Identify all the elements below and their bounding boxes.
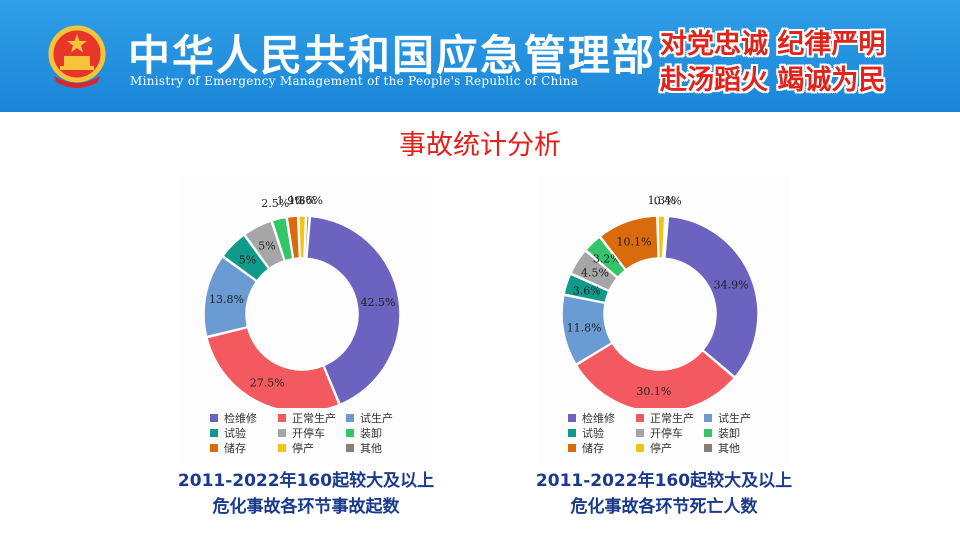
chart-caption-deaths: 2011-2022年160起较大及以上 危化事故各环节死亡人数 <box>484 468 844 520</box>
legend-swatch <box>568 429 576 437</box>
legend-label: 其他 <box>718 442 740 455</box>
data-label-3: 13.8% <box>209 293 244 306</box>
data-label-1: 34.9% <box>714 278 749 291</box>
legend-entry-3: 试生产 <box>346 410 393 426</box>
data-label-6: 3.2% <box>593 252 621 265</box>
legend-swatch <box>278 444 286 452</box>
legend-label: 试生产 <box>718 412 751 425</box>
legend-entry-4: 试验 <box>210 425 246 441</box>
data-label-1: 42.5% <box>361 296 396 309</box>
donut-chart-deaths: 34.9% 30.1% 11.8% 3.6% 4.5% 3.2% 10.1% 1.3% 0.4%… <box>538 176 790 466</box>
legend-swatch <box>346 429 354 437</box>
donut-slice-9 <box>662 215 669 259</box>
legend-label: 停产 <box>292 442 314 455</box>
donut-slice-9 <box>303 215 311 259</box>
donut-slice-7 <box>599 215 659 271</box>
legend-label: 正常生产 <box>650 412 694 425</box>
legend-label: 其他 <box>360 442 382 455</box>
legend-entry-7: 储存 <box>210 440 246 456</box>
legend-entry-4: 试验 <box>568 425 604 441</box>
chart-caption-incidents: 2011-2022年160起较大及以上 危化事故各环节事故起数 <box>126 468 486 520</box>
legend-label: 停产 <box>650 442 672 455</box>
donut-chart-svg-deaths: 34.9% 30.1% 11.8% 3.6% 4.5% 3.2% 10.1% 1.3%0.4% <box>561 194 759 408</box>
caption-line-1: 2011-2022年160起较大及以上 <box>177 471 435 491</box>
donut-slice-2 <box>575 342 736 408</box>
legend-label: 装卸 <box>718 427 740 440</box>
legend-swatch <box>210 444 218 452</box>
slogan-line-2: 赴汤蹈火 竭诚为民 <box>660 65 886 96</box>
legend-label: 开停车 <box>292 427 325 440</box>
legend-label: 储存 <box>582 442 604 455</box>
data-label-9: 0.6% <box>295 194 323 207</box>
data-label-6: 2.5% <box>261 197 289 210</box>
legend-swatch <box>210 429 218 437</box>
data-label-9: 0.4% <box>654 194 682 207</box>
data-label-8: 1.3% <box>648 194 676 207</box>
legend-entry-9: 其他 <box>346 440 382 456</box>
donut-slice-3 <box>561 294 613 366</box>
donut-slice-3 <box>203 255 258 338</box>
org-name-en: Ministry of Emergency Management of the … <box>130 74 579 88</box>
legend-swatch <box>210 414 218 422</box>
legend-swatch <box>704 429 712 437</box>
page-title: 事故统计分析 <box>399 130 561 161</box>
donut-chart-svg-incidents: 42.5% 27.5% 13.8% 5%5% 2.5%1.9%1.3%0.6% <box>203 194 401 408</box>
data-label-2: 30.1% <box>636 385 671 398</box>
legend-swatch <box>704 414 712 422</box>
data-label-5: 4.5% <box>581 267 609 280</box>
legend-entry-5: 开停车 <box>278 425 325 441</box>
legend-swatch <box>704 444 712 452</box>
legend-label: 开停车 <box>650 427 683 440</box>
data-label-4: 3.6% <box>573 284 601 297</box>
legend-entry-3: 试生产 <box>704 410 751 426</box>
legend-swatch <box>278 429 286 437</box>
donut-slice-1 <box>305 215 401 406</box>
org-name-cn: 中华人民共和国应急管理部 <box>128 31 657 80</box>
donut-slice-1 <box>663 215 759 379</box>
legend-entry-9: 其他 <box>704 440 740 456</box>
legend-swatch <box>636 414 644 422</box>
legend-entry-6: 装卸 <box>704 425 740 441</box>
legend-label: 试生产 <box>360 412 393 425</box>
legend-entry-2: 正常生产 <box>278 410 336 426</box>
caption-line-2: 危化事故各环节死亡人数 <box>570 497 758 517</box>
legend-swatch <box>636 444 644 452</box>
legend-entry-1: 检维修 <box>568 410 615 426</box>
slogan-line-1: 对党忠诚 纪律严明 <box>660 29 886 60</box>
legend-swatch <box>568 414 576 422</box>
legend-swatch <box>346 414 354 422</box>
national-emblem-icon <box>48 25 106 88</box>
legend-swatch <box>568 444 576 452</box>
legend-swatch <box>636 429 644 437</box>
donut-slice-2 <box>206 326 341 408</box>
legend-entry-5: 开停车 <box>636 425 683 441</box>
data-label-7: 10.1% <box>617 236 652 249</box>
legend-entry-8: 停产 <box>636 440 672 456</box>
caption-line-1: 2011-2022年160起较大及以上 <box>535 471 793 491</box>
legend-swatch <box>346 444 354 452</box>
header-banner: 中华人民共和国应急管理部 Ministry of Emergency Manag… <box>0 0 960 112</box>
data-label-5: 5% <box>258 239 275 252</box>
data-label-8: 1.3% <box>288 194 316 207</box>
caption-line-2: 危化事故各环节事故起数 <box>212 497 400 517</box>
legend-entry-7: 储存 <box>568 440 604 456</box>
legend-entry-1: 检维修 <box>210 410 257 426</box>
donut-chart-incidents: 42.5% 27.5% 13.8% 5% 5% 2.5% 1.9% 1.3% 0.6% 检维修 正… <box>180 176 432 466</box>
legend-label: 装卸 <box>360 427 382 440</box>
legend-swatch <box>278 414 286 422</box>
legend-label: 试验 <box>582 427 604 440</box>
legend-entry-8: 停产 <box>278 440 314 456</box>
legend-entry-2: 正常生产 <box>636 410 694 426</box>
legend-label: 检维修 <box>224 412 257 425</box>
data-label-4: 5% <box>239 254 256 267</box>
data-label-2: 27.5% <box>250 377 285 390</box>
legend-label: 试验 <box>224 427 246 440</box>
legend-entry-6: 装卸 <box>346 425 382 441</box>
data-label-3: 11.8% <box>567 321 602 334</box>
legend-label: 正常生产 <box>292 412 336 425</box>
legend-label: 检维修 <box>582 412 615 425</box>
legend-label: 储存 <box>224 442 246 455</box>
data-label-7: 1.9% <box>277 195 305 208</box>
